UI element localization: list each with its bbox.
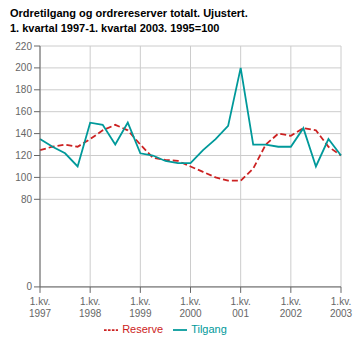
- html-text:Reserve: Reserve: [122, 322, 164, 335]
- html-text:Ordretilgang og ordrereserver: Ordretilgang og ordrereserver totalt. Uj…: [10, 7, 248, 19]
- svg-text:160: 160: [15, 106, 32, 117]
- svg-text:1.kv.2002: 1.kv.2002: [280, 296, 303, 319]
- html-text:Tilgang: Tilgang: [191, 322, 227, 335]
- svg-text:1.kv.1998: 1.kv.1998: [79, 296, 102, 319]
- svg-text:0: 0: [26, 281, 32, 292]
- svg-text:1.kv.1999: 1.kv.1999: [129, 296, 152, 319]
- svg-text:100: 100: [15, 172, 32, 183]
- svg-text:1.kv.2000: 1.kv.2000: [179, 296, 202, 319]
- svg-text:80: 80: [21, 194, 33, 205]
- svg-text:1.kv.1997: 1.kv.1997: [29, 296, 52, 319]
- svg-text:1.kv.001: 1.kv.001: [230, 296, 250, 319]
- svg-text:1.kv.2003: 1.kv.2003: [330, 296, 347, 319]
- svg-text:120: 120: [15, 150, 32, 161]
- html-text:1. kvartal 1997-1. kvartal 200: 1. kvartal 1997-1. kvartal 2003. 1995=10…: [10, 22, 220, 34]
- svg-text:220: 220: [15, 41, 32, 52]
- svg-text:200: 200: [15, 62, 32, 73]
- svg-text:180: 180: [15, 84, 32, 95]
- svg-text:140: 140: [15, 128, 32, 139]
